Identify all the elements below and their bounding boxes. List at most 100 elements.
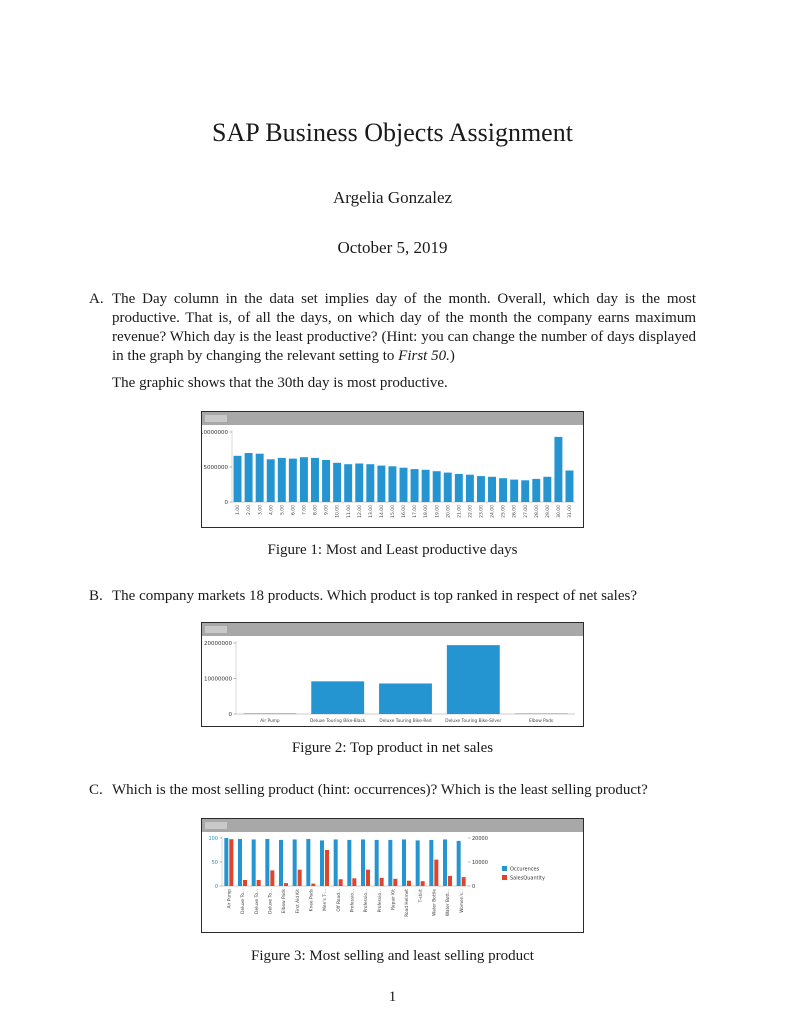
svg-text:Deluxe Touring Bike-Silver: Deluxe Touring Bike-Silver bbox=[445, 718, 501, 724]
figure-1-caption: Figure 1: Most and Least productive days bbox=[267, 542, 518, 558]
answer-a-text: The graphic shows that the 30th day is m… bbox=[112, 375, 448, 391]
svg-text:24.00: 24.00 bbox=[490, 505, 496, 518]
svg-text:50: 50 bbox=[212, 860, 218, 866]
svg-text:Deluxe To...: Deluxe To... bbox=[240, 889, 246, 914]
svg-text:5.00: 5.00 bbox=[279, 505, 285, 515]
svg-text:6.00: 6.00 bbox=[290, 505, 296, 515]
figure-2-titlebar-label bbox=[205, 626, 227, 633]
svg-text:10000: 10000 bbox=[472, 860, 488, 866]
svg-text:28.00: 28.00 bbox=[534, 505, 540, 518]
figure-1-titlebar bbox=[202, 412, 583, 425]
svg-text:31.00: 31.00 bbox=[567, 505, 573, 518]
svg-text:10.00: 10.00 bbox=[335, 505, 341, 518]
svg-text:3.00: 3.00 bbox=[257, 505, 263, 515]
svg-text:Repair Kit: Repair Kit bbox=[390, 889, 396, 910]
question-a-text: The Day column in the data set implies d… bbox=[112, 291, 696, 364]
document-date: October 5, 2019 bbox=[337, 238, 448, 257]
svg-text:14.00: 14.00 bbox=[379, 505, 385, 518]
svg-text:5000000: 5000000 bbox=[204, 465, 229, 471]
page-number: 1 bbox=[388, 989, 397, 1005]
svg-text:29.00: 29.00 bbox=[545, 505, 551, 518]
figure-1-bar-chart: 0 5000000 10000000 1.00 2.00 3.00 4.00 5.00 6.00… bbox=[202, 430, 575, 518]
svg-text:Water Bott...: Water Bott... bbox=[445, 889, 451, 916]
svg-text:11.00: 11.00 bbox=[346, 505, 352, 518]
figure-3-caption: Figure 3: Most selling and least selling… bbox=[251, 948, 534, 964]
question-c-label: C. bbox=[89, 782, 103, 798]
figure-2-titlebar bbox=[202, 623, 583, 636]
svg-text:25.00: 25.00 bbox=[501, 505, 507, 518]
svg-text:20.00: 20.00 bbox=[445, 505, 451, 518]
question-c: C. Which is the most selling product (hi… bbox=[89, 781, 696, 800]
svg-text:Elbow Pads: Elbow Pads bbox=[281, 888, 287, 913]
figure-3: 0 50 100 0 10000 20000 Air Pump Deluxe To... Del… bbox=[201, 818, 584, 933]
svg-text:T-shirt: T-shirt bbox=[418, 889, 424, 904]
question-a: A. The Day column in the data set implie… bbox=[89, 290, 696, 366]
svg-text:1.00: 1.00 bbox=[235, 505, 241, 515]
figure-1-titlebar-label bbox=[205, 415, 227, 422]
svg-text:16.00: 16.00 bbox=[401, 505, 407, 518]
svg-text:Deluxe To...: Deluxe To... bbox=[254, 889, 260, 914]
svg-text:21.00: 21.00 bbox=[456, 505, 462, 518]
svg-text:Professio...: Professio... bbox=[349, 889, 355, 912]
svg-text:First Aid Kit: First Aid Kit bbox=[295, 889, 301, 914]
svg-text:7.00: 7.00 bbox=[302, 505, 308, 515]
question-a-label: A. bbox=[89, 291, 104, 307]
svg-text:Off Road...: Off Road... bbox=[336, 889, 342, 912]
svg-text:0: 0 bbox=[225, 500, 229, 506]
figure-3-titlebar-label bbox=[205, 822, 227, 829]
svg-text:Water Bottle: Water Bottle bbox=[431, 889, 437, 916]
svg-text:10000000: 10000000 bbox=[204, 676, 232, 682]
svg-text:Occurences: Occurences bbox=[510, 867, 540, 873]
svg-text:Men's T-...: Men's T-... bbox=[322, 889, 328, 911]
figure-2: 0 10000000 20000000 Air Pump Deluxe Touring … bbox=[201, 622, 584, 727]
author-name: Argelia Gonzalez bbox=[332, 188, 453, 207]
figure-3-dual-bar-chart: 0 50 100 0 10000 20000 Air Pump Deluxe To... Del… bbox=[208, 836, 545, 917]
svg-text:26.00: 26.00 bbox=[512, 505, 518, 518]
figure-2-bar-chart: 0 10000000 20000000 Air Pump Deluxe Touring … bbox=[204, 641, 575, 724]
svg-text:100: 100 bbox=[208, 836, 218, 842]
svg-text:20000: 20000 bbox=[472, 836, 488, 842]
svg-text:22.00: 22.00 bbox=[467, 505, 473, 518]
svg-text:12.00: 12.00 bbox=[357, 505, 363, 518]
svg-text:9.00: 9.00 bbox=[324, 505, 330, 515]
svg-text:19.00: 19.00 bbox=[434, 505, 440, 518]
svg-text:20000000: 20000000 bbox=[204, 641, 232, 647]
figure-3-titlebar bbox=[202, 819, 583, 832]
figure-1: 0 5000000 10000000 1.00 2.00 3.00 4.00 5.00 6.00… bbox=[201, 411, 584, 528]
svg-text:17.00: 17.00 bbox=[412, 505, 418, 518]
svg-text:SalesQuantity: SalesQuantity bbox=[510, 876, 545, 882]
svg-text:Professio...: Professio... bbox=[377, 889, 383, 912]
svg-text:8.00: 8.00 bbox=[313, 505, 319, 515]
svg-text:0: 0 bbox=[229, 712, 233, 718]
svg-text:30.00: 30.00 bbox=[556, 505, 562, 518]
svg-text:Air Pump: Air Pump bbox=[226, 889, 232, 909]
figure-2-caption: Figure 2: Top product in net sales bbox=[291, 740, 494, 756]
svg-text:Elbow Pads: Elbow Pads bbox=[529, 718, 554, 724]
svg-text:Air Pump: Air Pump bbox=[260, 718, 280, 724]
svg-text:23.00: 23.00 bbox=[479, 505, 485, 518]
question-b-text: The company markets 18 products. Which p… bbox=[112, 588, 637, 604]
svg-text:13.00: 13.00 bbox=[368, 505, 374, 518]
question-b: B. The company markets 18 products. Whic… bbox=[89, 587, 696, 606]
svg-text:Deluxe Touring Bike-Red: Deluxe Touring Bike-Red bbox=[379, 718, 431, 724]
svg-text:10000000: 10000000 bbox=[202, 430, 228, 436]
svg-text:Professio...: Professio... bbox=[363, 889, 369, 912]
svg-text:0: 0 bbox=[215, 884, 218, 890]
svg-text:Deluxe Touring Bike-Black: Deluxe Touring Bike-Black bbox=[310, 718, 366, 724]
svg-text:Deluxe To...: Deluxe To... bbox=[267, 889, 273, 914]
question-a-italic-text: First 50. bbox=[398, 348, 450, 364]
question-b-label: B. bbox=[89, 588, 103, 604]
svg-text:Women's...: Women's... bbox=[459, 889, 465, 913]
svg-text:18.00: 18.00 bbox=[423, 505, 429, 518]
svg-text:27.00: 27.00 bbox=[523, 505, 529, 518]
svg-text:4.00: 4.00 bbox=[268, 505, 274, 515]
svg-text:15.00: 15.00 bbox=[390, 505, 396, 518]
svg-text:Knee Pads: Knee Pads bbox=[308, 888, 314, 911]
question-a-text-end: ) bbox=[449, 348, 455, 364]
svg-text:2.00: 2.00 bbox=[246, 505, 252, 515]
document-content: SAP Business Objects Assignment Argelia … bbox=[89, 118, 696, 1005]
question-c-text: Which is the most selling product (hint:… bbox=[112, 782, 648, 798]
page-title: SAP Business Objects Assignment bbox=[212, 118, 573, 147]
svg-text:0: 0 bbox=[472, 884, 475, 890]
